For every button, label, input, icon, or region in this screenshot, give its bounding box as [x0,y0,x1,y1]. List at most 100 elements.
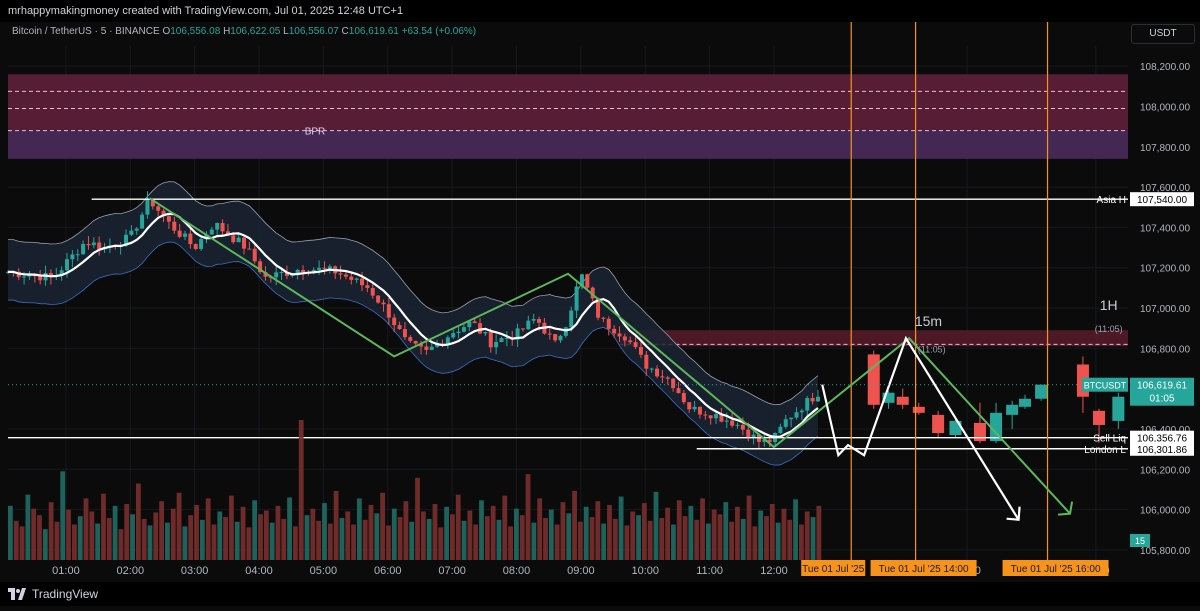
candle [48,272,53,277]
volume-bar [810,517,816,560]
volume-bar [595,501,601,560]
volume-bar [473,524,479,560]
volume-bar [42,529,48,560]
volume-bar [583,506,589,560]
volume-bar [455,494,461,560]
bpr-label: BPR [305,127,326,138]
symbol-title[interactable]: Bitcoin / TetherUS · 5 · BINANCE [12,26,160,37]
volume-bar [432,504,438,560]
projected-candle [1112,396,1125,421]
volume-bar [269,522,275,560]
projected-candle [912,406,925,413]
volume-bar [717,514,723,560]
candle [617,333,622,337]
projected-candle [1019,398,1032,407]
volume-bar [444,506,450,560]
volume-bar [112,505,118,560]
candle [252,248,257,262]
volume-bar [746,495,752,560]
volume-bar [514,508,519,560]
volume-bar [612,518,618,560]
tradingview-logo[interactable]: TradingView [8,582,98,606]
volume-bar [787,519,793,560]
volume-bar [252,500,258,560]
candle [370,287,375,296]
candle [70,254,75,260]
projected-candle [932,414,945,434]
volume-bar [548,509,554,560]
volume-bar [66,509,71,560]
candle [402,329,407,338]
volume-bar [641,503,647,560]
candle [225,231,230,236]
volume-bar [322,503,327,560]
candle [456,331,461,334]
time-axis-tick: 07:00 [438,565,466,577]
candle [183,233,188,237]
candle [719,414,724,422]
candle [22,276,27,278]
sell-liq-label: Sell Liq [1093,434,1126,445]
candle [794,412,799,418]
candle [563,327,568,336]
candle [805,397,810,411]
candle [397,325,402,330]
supply-zone [619,330,1128,347]
candle [204,234,209,240]
volume-bar [89,511,95,560]
candle [558,335,563,341]
green-arrowhead [1057,501,1074,516]
volume-bar [764,516,769,560]
time-axis-tick: 04:00 [245,565,273,577]
volume-bar [229,495,234,560]
candle [317,267,322,270]
volume-bar [298,420,304,560]
candle [799,410,804,413]
candle [124,234,129,246]
volume-bar [141,518,147,560]
volume-bar [705,523,711,560]
candle [665,377,670,379]
price-axis-tick: 107,200.00 [1140,264,1190,275]
candle [274,272,279,278]
volume-bar [804,511,810,560]
price-axis-tick: 107,000.00 [1140,304,1190,315]
candle [601,317,606,319]
volume-bar [630,511,636,560]
candle [65,259,70,271]
volume-bar [694,519,700,560]
candle [638,347,643,355]
volume-bar [304,515,310,560]
volume-bar [729,521,735,560]
candle [585,274,590,288]
candle [150,198,155,207]
london-low-value-tag [1130,441,1194,456]
volume-bar [8,505,13,560]
candle [376,295,381,303]
candle [483,332,488,334]
volume-bar [327,523,333,560]
candle [778,426,783,434]
volume-bar [19,526,25,560]
volume-bar [560,502,566,560]
annotation-label: (11:05) [1095,324,1123,334]
candle [343,274,348,277]
candle [365,285,370,288]
candle [161,210,166,217]
volume-bar [490,505,496,560]
volume-bar [618,496,624,560]
candle [783,419,788,427]
symbol-tag [1082,377,1128,392]
volume-bar [758,510,764,560]
session-time-text: Tue 01 Jul '25 [802,564,865,575]
candle [295,269,300,274]
volume-bar [607,504,612,560]
currency-button[interactable]: USDT [1131,24,1195,44]
white-arrowhead [1006,506,1021,521]
time-axis-tick: 03:00 [181,565,209,577]
candle [714,414,719,419]
candle [553,334,558,341]
price-axis-tick: 106,800.00 [1140,344,1190,355]
